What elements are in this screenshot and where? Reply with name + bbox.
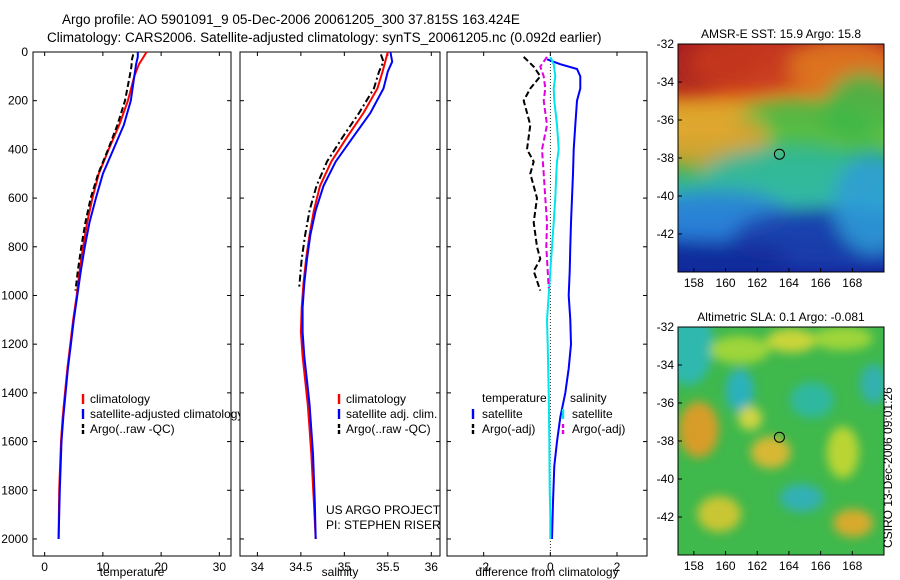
salinity-series-1 [301,51,394,540]
salinity-xtick-label: 36 [425,560,439,574]
project-annotation: PI: STEPHEN RISER [326,518,441,532]
sst_map-xtick-label: 162 [747,276,767,290]
temperature-panel: 0 10 20 30 0 200 400 600 800 1000 1200 1400 1600 1800… [1,45,243,579]
sla_map-xtick-label: 168 [842,559,862,573]
sst_map-ytick-label: -38 [657,151,675,165]
temperature-xtick-label: 10 [96,560,110,574]
salinity-xtick-label: 35 [338,560,352,574]
sla_map-ytick-label: -40 [657,472,675,486]
depth-tick-label: 1200 [1,337,28,351]
difference-xlabel: difference from climatology [475,565,618,579]
difference-xtick-label: 2 [614,560,621,574]
depth-tick-label: 200 [8,94,28,108]
sla_map-xtick-label: 162 [747,559,767,573]
temperature-series-1 [57,52,139,540]
sst_map-title: AMSR-E SST: 15.9 Argo: 15.8 [701,27,861,41]
salinity-xtick-label: 35.5 [376,560,400,574]
sla_map-ytick-label: -38 [657,434,675,448]
difference-series-1 [522,56,542,291]
temperature-xtick-label: 30 [213,560,227,574]
sst_map-ytick-label: -42 [657,227,675,241]
legend-label: Argo(..raw -QC) [346,422,431,436]
sst_map-ytick-label: -34 [657,75,675,89]
sst_map-profile-marker [773,148,785,160]
depth-tick-label: 0 [21,45,28,59]
sla_map-panel: 158 160 162 164 166 168 -32 -34 -36 -38 -40 -42 Alti… [657,310,885,573]
difference-series-0 [546,58,582,540]
legend-label: Argo(-adj) [482,422,535,436]
salinity-panel: 34 34.5 35 35.5 36 salinity climatologysatelli… [239,51,441,579]
depth-tick-label: 400 [8,142,28,156]
legend-label: climatology [346,392,406,406]
figure-title-line1: Argo profile: AO 5901091_9 05-Dec-2006 2… [62,12,520,27]
sst_map-field [678,44,884,272]
sla_map-xtick-label: 166 [811,559,831,573]
sst_map-xtick-label: 160 [716,276,736,290]
sla_map-ytick-label: -42 [657,510,675,524]
sla_map-xtick-label: 164 [779,559,799,573]
sst_map-panel: 158 160 162 164 166 168 -32 -34 -36 -38 -40 -42 AMSR… [657,27,885,290]
difference-series-3 [539,56,550,289]
legend-label: climatology [90,392,150,406]
difference-xtick-label: 0 [547,560,554,574]
difference-legend: temperature salinitysatelliteArgo(-adj)sa… [471,391,625,436]
sla_map-xtick-label: 158 [684,559,704,573]
salinity-series-2 [298,54,385,289]
sst_map-xtick-label: 166 [811,276,831,290]
temperature-xtick-label: 0 [41,560,48,574]
legend-label: satellite [572,407,613,421]
depth-tick-label: 1600 [1,435,28,449]
legend-label: satellite [482,407,523,421]
sst_map-ytick-label: -40 [657,189,675,203]
legend-header: temperature [482,391,547,405]
sla_map-field [678,327,884,555]
difference-series-2 [545,56,560,539]
salinity-xtick-label: 34.5 [289,560,313,574]
sla_map-xtick-label: 160 [716,559,736,573]
depth-tick-label: 1400 [1,386,28,400]
difference-xtick-label: -2 [478,560,489,574]
sla_map-title: Altimetric SLA: 0.1 Argo: -0.081 [697,310,865,324]
figure-title-line2: Climatology: CARS2006. Satellite-adjuste… [47,30,602,45]
legend-label: satellite adj. clim. [346,407,437,421]
sla_map-ytick-label: -34 [657,358,675,372]
temperature-series-2 [74,54,135,291]
sst_map-ytick-label: -36 [657,113,675,127]
temperature-xtick-label: 20 [154,560,168,574]
sla_map-ytick-label: -32 [657,320,675,334]
legend-label: Argo(..raw -QC) [90,422,175,436]
legend-header: salinity [570,391,607,405]
depth-tick-label: 2000 [1,532,28,546]
depth-tick-label: 1800 [1,483,28,497]
temperature-axes-box [32,51,232,557]
depth-tick-label: 1000 [1,288,28,302]
sla_map-profile-marker [773,431,785,443]
legend-label: satellite-adjusted climatology [90,407,243,421]
legend-label: Argo(-adj) [572,422,625,436]
sst_map-xtick-label: 164 [779,276,799,290]
sst_map-xtick-label: 158 [684,276,704,290]
sst_map-xtick-label: 168 [842,276,862,290]
salinity-xtick-label: 34 [251,560,265,574]
salinity-axes-box [239,51,441,557]
depth-tick-label: 800 [8,240,28,254]
difference-axes-box [446,51,648,557]
sst_map-ytick-label: -32 [657,37,675,51]
depth-tick-label: 600 [8,191,28,205]
salinity-xlabel: salinity [322,565,359,579]
project-annotation: US ARGO PROJECT [326,503,441,517]
temperature-xlabel: temperature [100,565,165,579]
sla_map-ytick-label: -36 [657,396,675,410]
